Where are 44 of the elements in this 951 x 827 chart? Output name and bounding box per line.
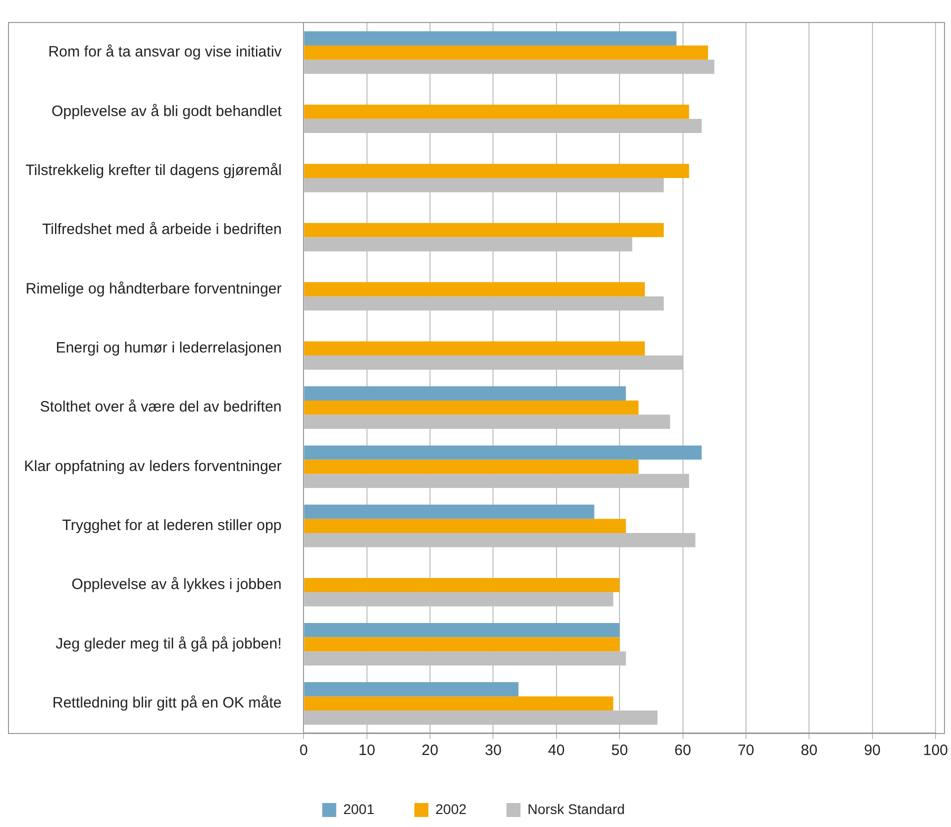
bar bbox=[304, 31, 676, 46]
legend-label: 2001 bbox=[343, 800, 375, 817]
bar bbox=[304, 622, 620, 638]
legend-label: Norsk Standard bbox=[528, 800, 625, 817]
bar bbox=[304, 696, 614, 711]
bar bbox=[304, 282, 645, 296]
y-tick-label: Jeg gleder meg til å gå på jobben! bbox=[56, 635, 282, 652]
y-tick-label: Opplevelse av å lykkes i jobben bbox=[72, 576, 282, 594]
x-tick-label: 60 bbox=[674, 742, 692, 760]
x-tick-label: 70 bbox=[738, 742, 754, 760]
bar bbox=[304, 682, 518, 696]
bar bbox=[304, 578, 620, 592]
x-tick-label: 30 bbox=[484, 742, 502, 760]
x-tick-label: 80 bbox=[800, 742, 818, 760]
bar bbox=[304, 504, 594, 519]
x-tick-label: 10 bbox=[358, 742, 376, 760]
y-tick-label: Rom for å ta ansvar og vise initiativ bbox=[48, 44, 282, 61]
y-tick-label: Klar oppfatning av leders forventninger bbox=[24, 458, 282, 475]
y-tick-label: Stolthet over å være del av bedriften bbox=[40, 398, 282, 416]
bar bbox=[304, 400, 639, 415]
bar bbox=[304, 104, 690, 119]
bar bbox=[304, 637, 620, 652]
y-tick-label: Trygghet for at lederen stiller opp bbox=[62, 517, 282, 534]
y-tick-label: Rettledning blir gitt på en OK måte bbox=[52, 694, 282, 712]
bar bbox=[304, 45, 708, 60]
y-tick-label: Tilstrekkelig krefter til dagens gjøremål bbox=[25, 162, 282, 180]
x-tick-label: 20 bbox=[422, 742, 438, 760]
y-tick-label: Energi og humør i lederrelasjonen bbox=[56, 340, 282, 357]
x-tick-label: 50 bbox=[611, 742, 628, 760]
bar bbox=[304, 460, 639, 474]
bar bbox=[304, 386, 626, 400]
bar bbox=[304, 341, 645, 356]
bar bbox=[304, 445, 702, 460]
legend-label: 2002 bbox=[435, 800, 467, 817]
x-tick-label: 40 bbox=[548, 742, 565, 760]
y-tick-label: Rimelige og håndterbare forventninger bbox=[26, 280, 282, 298]
x-tick-label: 0 bbox=[299, 742, 308, 760]
y-tick-label: Tilfredshet med å arbeide i bedriften bbox=[42, 221, 282, 238]
x-tick-label: 100 bbox=[922, 742, 948, 760]
bar bbox=[304, 518, 626, 534]
x-tick-label: 90 bbox=[864, 742, 881, 760]
bar bbox=[304, 164, 690, 178]
y-tick-label: Opplevelse av å bli godt behandlet bbox=[51, 102, 282, 120]
bar bbox=[304, 222, 664, 238]
